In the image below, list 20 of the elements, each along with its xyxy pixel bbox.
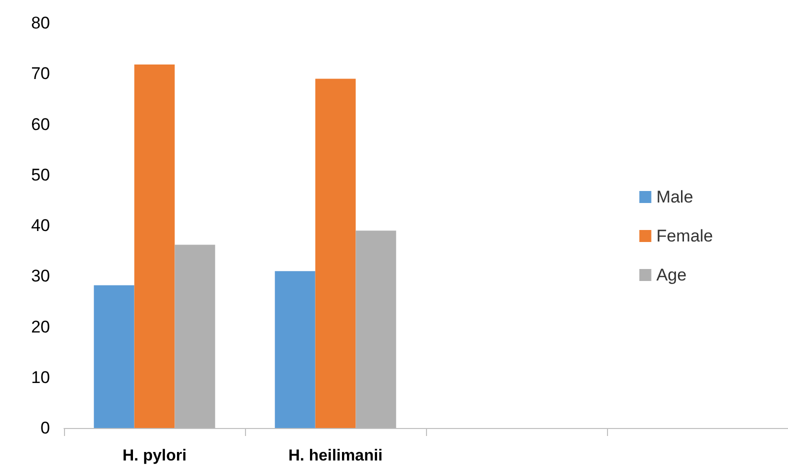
y-tick-label: 80 xyxy=(31,14,50,32)
bar xyxy=(94,285,134,428)
legend-label: Female xyxy=(656,226,713,246)
y-tick-label: 60 xyxy=(31,114,50,134)
bar xyxy=(134,64,175,428)
bar xyxy=(315,78,356,428)
y-tick-label: 70 xyxy=(31,64,50,84)
bar xyxy=(356,230,396,428)
x-tick-label: H. heilimanii xyxy=(288,448,383,464)
bar xyxy=(274,271,316,428)
legend-label: Age xyxy=(656,266,687,284)
y-tick-label: 20 xyxy=(31,317,50,336)
y-tick-label: 10 xyxy=(31,368,50,387)
y-tick-label: 0 xyxy=(40,418,50,438)
bar xyxy=(174,244,216,428)
y-tick-label: 30 xyxy=(31,266,50,286)
legend-label: Male xyxy=(656,188,694,206)
y-tick-label: 40 xyxy=(31,216,50,235)
x-tick-label: H. pylori xyxy=(122,448,187,464)
y-tick-label: 50 xyxy=(31,165,50,184)
